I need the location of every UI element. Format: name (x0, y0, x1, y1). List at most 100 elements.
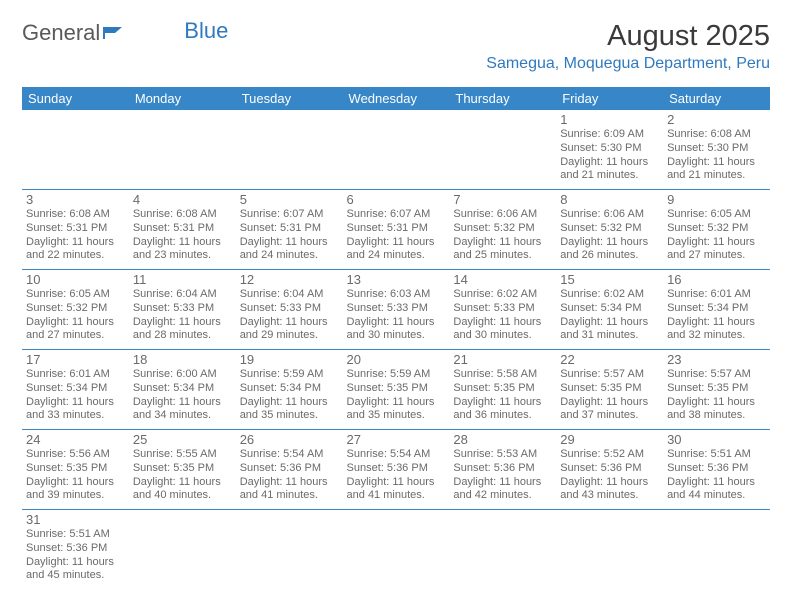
daylight-text: Daylight: 11 hours and 29 minutes. (240, 316, 339, 344)
location-text: Samegua, Moquegua Department, Peru (486, 55, 770, 73)
daylight-text: Daylight: 11 hours and 24 minutes. (240, 236, 339, 264)
sunrise-text: Sunrise: 5:51 AM (26, 528, 125, 542)
sunset-text: Sunset: 5:33 PM (347, 302, 446, 316)
day-number: 23 (667, 352, 766, 367)
sunrise-text: Sunrise: 5:59 AM (347, 368, 446, 382)
day-info: Sunrise: 5:59 AMSunset: 5:34 PMDaylight:… (240, 368, 339, 423)
sunset-text: Sunset: 5:32 PM (560, 222, 659, 236)
day-number: 31 (26, 512, 125, 527)
title-block: August 2025 Samegua, Moquegua Department… (486, 20, 770, 73)
sunset-text: Sunset: 5:33 PM (240, 302, 339, 316)
day-info: Sunrise: 6:00 AMSunset: 5:34 PMDaylight:… (133, 368, 232, 423)
daylight-text: Daylight: 11 hours and 27 minutes. (26, 316, 125, 344)
calendar-cell: 8Sunrise: 6:06 AMSunset: 5:32 PMDaylight… (556, 190, 663, 270)
header: General Blue August 2025 Samegua, Moqueg… (22, 20, 770, 73)
calendar-cell (663, 510, 770, 590)
sunset-text: Sunset: 5:32 PM (26, 302, 125, 316)
sunset-text: Sunset: 5:36 PM (26, 542, 125, 556)
day-number: 22 (560, 352, 659, 367)
sunrise-text: Sunrise: 5:58 AM (453, 368, 552, 382)
sunset-text: Sunset: 5:30 PM (667, 142, 766, 156)
sunrise-text: Sunrise: 6:04 AM (133, 288, 232, 302)
day-number: 1 (560, 112, 659, 127)
day-info: Sunrise: 6:08 AMSunset: 5:31 PMDaylight:… (133, 208, 232, 263)
sunrise-text: Sunrise: 6:02 AM (560, 288, 659, 302)
daylight-text: Daylight: 11 hours and 35 minutes. (347, 396, 446, 424)
day-info: Sunrise: 6:09 AMSunset: 5:30 PMDaylight:… (560, 128, 659, 183)
day-number: 26 (240, 432, 339, 447)
day-info: Sunrise: 5:54 AMSunset: 5:36 PMDaylight:… (240, 448, 339, 503)
calendar-cell: 14Sunrise: 6:02 AMSunset: 5:33 PMDayligh… (449, 270, 556, 350)
daylight-text: Daylight: 11 hours and 41 minutes. (240, 476, 339, 504)
calendar-body: 1Sunrise: 6:09 AMSunset: 5:30 PMDaylight… (22, 110, 770, 589)
calendar-week-row: 3Sunrise: 6:08 AMSunset: 5:31 PMDaylight… (22, 190, 770, 270)
day-number: 6 (347, 192, 446, 207)
sunset-text: Sunset: 5:32 PM (453, 222, 552, 236)
sunrise-text: Sunrise: 6:01 AM (667, 288, 766, 302)
day-info: Sunrise: 5:57 AMSunset: 5:35 PMDaylight:… (560, 368, 659, 423)
weekday-header: Monday (129, 87, 236, 110)
day-number: 15 (560, 272, 659, 287)
sunrise-text: Sunrise: 6:08 AM (667, 128, 766, 142)
sunrise-text: Sunrise: 5:57 AM (560, 368, 659, 382)
calendar-week-row: 17Sunrise: 6:01 AMSunset: 5:34 PMDayligh… (22, 350, 770, 430)
day-info: Sunrise: 6:08 AMSunset: 5:30 PMDaylight:… (667, 128, 766, 183)
calendar-cell: 1Sunrise: 6:09 AMSunset: 5:30 PMDaylight… (556, 110, 663, 190)
day-info: Sunrise: 6:03 AMSunset: 5:33 PMDaylight:… (347, 288, 446, 343)
sunset-text: Sunset: 5:32 PM (667, 222, 766, 236)
daylight-text: Daylight: 11 hours and 28 minutes. (133, 316, 232, 344)
day-info: Sunrise: 5:53 AMSunset: 5:36 PMDaylight:… (453, 448, 552, 503)
weekday-header: Tuesday (236, 87, 343, 110)
daylight-text: Daylight: 11 hours and 26 minutes. (560, 236, 659, 264)
daylight-text: Daylight: 11 hours and 42 minutes. (453, 476, 552, 504)
sunrise-text: Sunrise: 6:06 AM (560, 208, 659, 222)
calendar-cell: 21Sunrise: 5:58 AMSunset: 5:35 PMDayligh… (449, 350, 556, 430)
day-info: Sunrise: 5:52 AMSunset: 5:36 PMDaylight:… (560, 448, 659, 503)
sunset-text: Sunset: 5:34 PM (667, 302, 766, 316)
sunset-text: Sunset: 5:35 PM (26, 462, 125, 476)
sunset-text: Sunset: 5:31 PM (240, 222, 339, 236)
day-number: 19 (240, 352, 339, 367)
calendar-cell: 30Sunrise: 5:51 AMSunset: 5:36 PMDayligh… (663, 430, 770, 510)
sunset-text: Sunset: 5:36 PM (453, 462, 552, 476)
day-number: 17 (26, 352, 125, 367)
sunrise-text: Sunrise: 6:03 AM (347, 288, 446, 302)
calendar-cell: 3Sunrise: 6:08 AMSunset: 5:31 PMDaylight… (22, 190, 129, 270)
daylight-text: Daylight: 11 hours and 31 minutes. (560, 316, 659, 344)
day-number: 30 (667, 432, 766, 447)
daylight-text: Daylight: 11 hours and 30 minutes. (347, 316, 446, 344)
sunset-text: Sunset: 5:31 PM (347, 222, 446, 236)
daylight-text: Daylight: 11 hours and 21 minutes. (667, 156, 766, 184)
day-number: 28 (453, 432, 552, 447)
daylight-text: Daylight: 11 hours and 39 minutes. (26, 476, 125, 504)
calendar-cell: 18Sunrise: 6:00 AMSunset: 5:34 PMDayligh… (129, 350, 236, 430)
day-info: Sunrise: 5:51 AMSunset: 5:36 PMDaylight:… (26, 528, 125, 583)
day-number: 21 (453, 352, 552, 367)
day-number: 3 (26, 192, 125, 207)
weekday-header-row: SundayMondayTuesdayWednesdayThursdayFrid… (22, 87, 770, 110)
sunrise-text: Sunrise: 6:07 AM (240, 208, 339, 222)
calendar-cell: 20Sunrise: 5:59 AMSunset: 5:35 PMDayligh… (343, 350, 450, 430)
sunset-text: Sunset: 5:34 PM (240, 382, 339, 396)
sunrise-text: Sunrise: 5:57 AM (667, 368, 766, 382)
calendar-cell: 2Sunrise: 6:08 AMSunset: 5:30 PMDaylight… (663, 110, 770, 190)
day-number: 25 (133, 432, 232, 447)
daylight-text: Daylight: 11 hours and 38 minutes. (667, 396, 766, 424)
sunrise-text: Sunrise: 6:05 AM (26, 288, 125, 302)
daylight-text: Daylight: 11 hours and 30 minutes. (453, 316, 552, 344)
sunrise-text: Sunrise: 5:54 AM (240, 448, 339, 462)
daylight-text: Daylight: 11 hours and 45 minutes. (26, 556, 125, 584)
day-info: Sunrise: 6:04 AMSunset: 5:33 PMDaylight:… (133, 288, 232, 343)
day-info: Sunrise: 6:07 AMSunset: 5:31 PMDaylight:… (240, 208, 339, 263)
calendar-cell: 9Sunrise: 6:05 AMSunset: 5:32 PMDaylight… (663, 190, 770, 270)
day-info: Sunrise: 5:58 AMSunset: 5:35 PMDaylight:… (453, 368, 552, 423)
day-info: Sunrise: 6:05 AMSunset: 5:32 PMDaylight:… (667, 208, 766, 263)
sunrise-text: Sunrise: 6:04 AM (240, 288, 339, 302)
day-number: 9 (667, 192, 766, 207)
calendar-cell (129, 110, 236, 190)
day-number: 29 (560, 432, 659, 447)
day-info: Sunrise: 6:08 AMSunset: 5:31 PMDaylight:… (26, 208, 125, 263)
sunset-text: Sunset: 5:36 PM (347, 462, 446, 476)
calendar-cell (449, 510, 556, 590)
daylight-text: Daylight: 11 hours and 43 minutes. (560, 476, 659, 504)
